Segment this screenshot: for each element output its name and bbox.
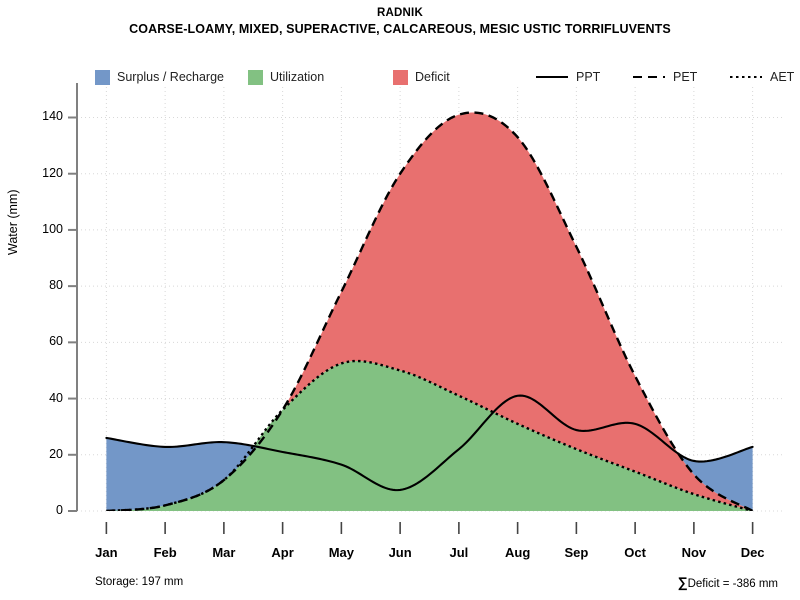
x-tick-may: May	[328, 545, 355, 560]
y-tick-80: 80	[49, 278, 63, 293]
x-tick-jan: Jan	[95, 545, 118, 560]
legend-swatch-surplus	[95, 69, 110, 85]
y-tick-100: 100	[42, 221, 63, 236]
deficit-note-text: Deficit = -386 mm	[687, 578, 778, 590]
legend-item-utilization: Utilization	[248, 66, 324, 88]
legend-label-utilization: Utilization	[270, 70, 325, 84]
legend-label-deficit: Deficit	[415, 70, 450, 84]
y-tick-0: 0	[56, 503, 63, 517]
legend-swatch-utilization	[248, 69, 263, 85]
y-tick-120: 120	[42, 165, 63, 180]
y-tick-60: 60	[49, 334, 63, 349]
x-tick-apr: Apr	[271, 545, 294, 560]
x-tick-jul: Jul	[449, 545, 469, 560]
legend-line-dashed-icon	[632, 70, 666, 84]
page-subtitle: COARSE-LOAMY, MIXED, SUPERACTIVE, CALCAR…	[129, 22, 671, 36]
legend-label-ppt: PPT	[576, 70, 601, 84]
y-tick-20: 20	[49, 446, 63, 461]
x-tick-oct: Oct	[624, 545, 646, 560]
legend-label-surplus: Surplus / Recharge	[117, 70, 225, 84]
page-title: RADNIK	[377, 7, 423, 19]
chart-plot-area	[68, 83, 782, 534]
storage-note: Storage: 197 mm	[95, 576, 184, 588]
chart-legend: Surplus / Recharge Utilization Deficit P…	[95, 66, 794, 88]
legend-item-aet: AET	[729, 66, 794, 88]
x-tick-nov: Nov	[681, 545, 707, 560]
sigma-icon: ∑	[677, 574, 688, 590]
y-tick-40: 40	[49, 390, 63, 405]
legend-item-surplus: Surplus / Recharge	[95, 66, 224, 88]
legend-item-ppt: PPT	[535, 66, 600, 88]
x-tick-jun: Jun	[388, 545, 412, 560]
x-tick-mar: Mar	[212, 545, 236, 560]
x-tick-sep: Sep	[564, 545, 589, 560]
legend-line-solid-icon	[535, 70, 569, 84]
x-tick-dec: Dec	[740, 545, 765, 560]
y-tick-140: 140	[42, 109, 63, 124]
legend-item-deficit: Deficit	[393, 66, 450, 88]
x-tick-aug: Aug	[504, 545, 531, 560]
legend-label-pet: PET	[673, 70, 698, 84]
x-tick-feb: Feb	[153, 545, 177, 560]
legend-label-aet: AET	[770, 70, 795, 84]
title-block: RADNIK COARSE-LOAMY, MIXED, SUPERACTIVE,…	[0, 6, 800, 38]
legend-item-pet: PET	[632, 66, 697, 88]
deficit-note: ∑Deficit = -386 mm	[678, 574, 778, 590]
legend-swatch-deficit	[393, 69, 408, 85]
